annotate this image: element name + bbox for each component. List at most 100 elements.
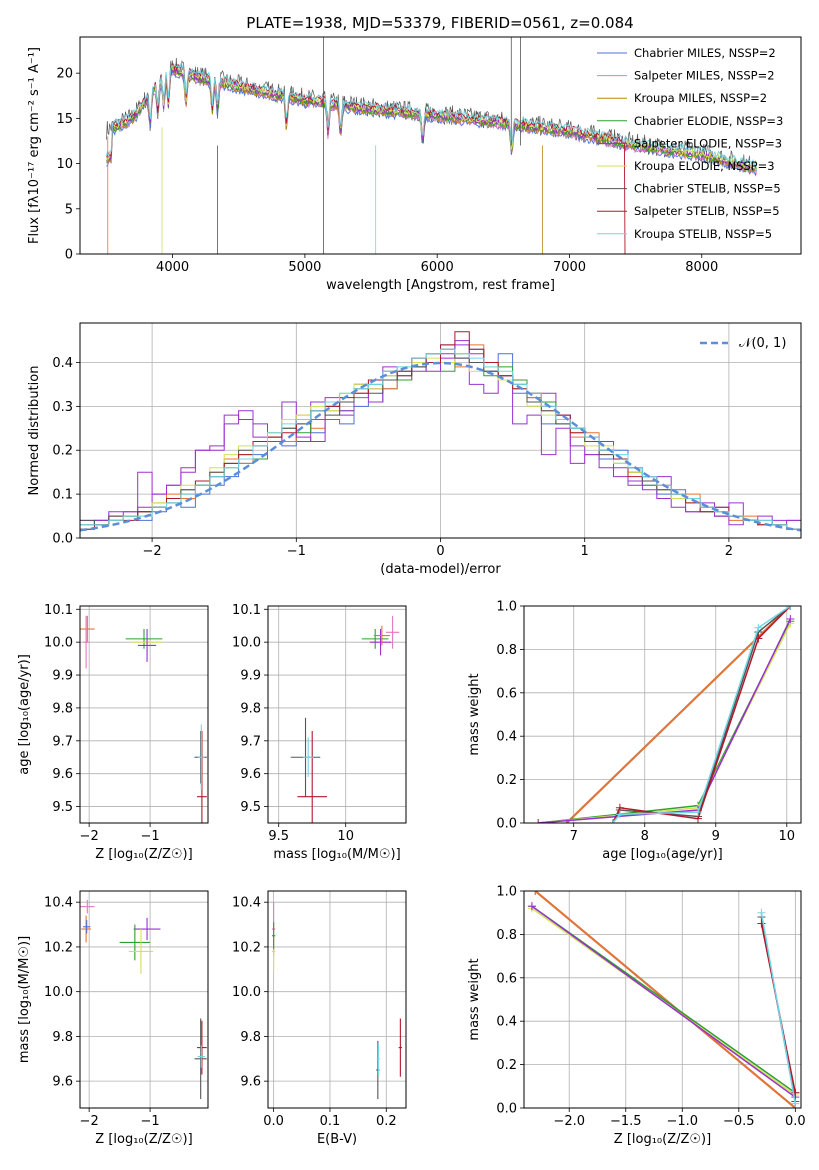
weight-marker [527, 902, 536, 911]
panel-6: 0.0 0.1 0.2 9.6 9.8 10.0 10.2 10.4 E(B-V) [232, 890, 407, 1147]
x-tick-label: −1 [287, 544, 306, 559]
histogram-kroupa_stelib [80, 348, 801, 530]
y-tick-label: 10.0 [44, 985, 73, 1000]
y-tick-label: 9.8 [52, 701, 73, 716]
x-axis-label: wavelength [Angstrom, rest frame] [326, 278, 555, 293]
axes-frame [267, 605, 407, 824]
y-tick-label: 9.9 [240, 669, 261, 684]
y-axis-label: age [log₁₀(age/yr)] [17, 654, 32, 775]
y-tick-label: 0.6 [496, 971, 517, 986]
x-tick-label: 5000 [288, 260, 321, 275]
y-axis-label: Normed distribution [27, 366, 42, 496]
legend-label: Kroupa STELIB, NSSP=5 [634, 227, 772, 241]
plot-area [80, 323, 801, 538]
y-tick-label: 10 [56, 157, 73, 172]
legend-label: Kroupa MILES, NSSP=2 [634, 91, 767, 105]
y-tick-label: 9.8 [52, 1030, 73, 1045]
x-tick-label: 6000 [421, 260, 454, 275]
weight-marker [786, 615, 795, 624]
y-tick-label: 10.1 [44, 603, 73, 618]
y-tick-label: 0.2 [496, 773, 517, 788]
y-tick-label: 10.0 [232, 985, 261, 1000]
y-tick-label: 10.1 [232, 603, 261, 618]
y-tick-label: 0.8 [496, 643, 517, 658]
weight-marker [757, 908, 766, 917]
x-tick-label: 9.5 [268, 829, 289, 844]
plot-area [268, 606, 406, 823]
y-tick-label: 0.2 [52, 444, 73, 459]
axes-frame [523, 605, 802, 824]
weight-marker [608, 819, 617, 823]
y-tick-label: 10.2 [232, 940, 261, 955]
x-tick-label: 9 [712, 829, 720, 844]
x-tick-label: 2 [725, 544, 733, 559]
legend-label: Chabrier ELODIE, NSSP=3 [634, 114, 783, 128]
weight-line-salpeter_stelib [612, 606, 791, 823]
x-tick-label: 8 [641, 829, 649, 844]
x-axis-label: age [log₁₀(age/yr)] [602, 847, 723, 862]
weight-marker [534, 819, 543, 823]
y-tick-label: 10.4 [44, 896, 73, 911]
x-tick-label: 7 [570, 829, 578, 844]
weight-marker [754, 623, 763, 632]
y-tick-label: 10.0 [232, 636, 261, 651]
y-tick-label: 1.0 [496, 600, 517, 615]
x-axis-label: E(B-V) [317, 1132, 357, 1147]
y-tick-label: 9.6 [240, 767, 261, 782]
histogram-salpeter_elodie [80, 344, 801, 526]
y-tick-label: 0.4 [52, 356, 73, 371]
axes-frame [79, 36, 802, 255]
x-tick-label: −1.0 [666, 1114, 698, 1129]
legend-label: 𝒩(0, 1) [739, 336, 786, 351]
y-tick-label: 9.7 [52, 734, 73, 749]
axes-frame [79, 322, 802, 539]
weight-marker [615, 810, 624, 819]
y-tick-label: 9.6 [52, 767, 73, 782]
legend-label: Salpeter STELIB, NSSP=5 [634, 204, 780, 218]
y-tick-label: 0.3 [52, 400, 73, 415]
y-tick-label: 0.2 [496, 1058, 517, 1073]
y-tick-label: 0.8 [496, 928, 517, 943]
page-title: PLATE=1938, MJD=53379, FIBERID=0561, z=0… [246, 14, 633, 32]
x-tick-label: 10 [779, 829, 796, 844]
y-tick-label: 0.4 [496, 1015, 517, 1030]
x-tick-label: −1 [141, 1114, 160, 1129]
y-axis-label: mass [log₁₀(M/M☉)] [17, 936, 32, 1063]
weight-marker [531, 891, 540, 895]
y-tick-label: 20 [56, 67, 73, 82]
weight-marker [757, 919, 766, 928]
panel-5: −2 −1 9.6 9.8 10.0 10.2 10.4 Z [log₁₀(Z/Z☉)] mas… [17, 890, 209, 1147]
y-tick-label: 0.4 [496, 730, 517, 745]
y-tick-label: 9.5 [240, 800, 261, 815]
weight-marker [694, 808, 703, 817]
x-axis-label: mass [log₁₀(M/M☉)] [273, 847, 400, 862]
y-tick-label: 0.0 [496, 1102, 517, 1117]
y-tick-label: 9.9 [52, 669, 73, 684]
y-tick-label: 0.1 [52, 488, 73, 503]
x-tick-label: −0.5 [723, 1114, 755, 1129]
x-axis-label: Z [log₁₀(Z/Z☉)] [614, 1132, 711, 1147]
x-tick-label: 8000 [685, 260, 718, 275]
x-tick-label: −2 [143, 544, 162, 559]
legend-label: Salpeter ELODIE, NSSP=3 [634, 136, 782, 150]
x-tick-label: 10 [337, 829, 354, 844]
plot-area [268, 891, 406, 1108]
panel-1: −2 −1 0 1 2 0.0 0.1 0.2 0.3 0.4 (data-model)/error… [27, 322, 802, 577]
panel-2: −2 −1 9.5 9.6 9.7 9.8 9.9 10.0 10.1 Z [log₁₀(Z/Z☉… [17, 603, 209, 862]
x-tick-label: 0.0 [263, 1114, 284, 1129]
x-tick-label: 1 [581, 544, 589, 559]
weight-line-salpeter_elodie [531, 905, 796, 1098]
y-tick-label: 9.8 [240, 701, 261, 716]
x-tick-label: 0.0 [785, 1114, 806, 1129]
x-axis-label: Z [log₁₀(Z/Z☉)] [95, 1132, 192, 1147]
y-tick-label: 9.6 [52, 1075, 73, 1090]
plot-area [524, 606, 801, 823]
y-tick-label: 9.6 [240, 1075, 261, 1090]
y-tick-label: 9.8 [240, 1030, 261, 1045]
weight-marker [754, 634, 763, 643]
weight-line-kroupa_stelib [760, 912, 797, 1104]
panel-0: 4000 5000 6000 7000 8000 0 5 10 15 20 wavelength [… [27, 36, 802, 293]
panel-4: 7 8 9 10 0.0 0.2 0.4 0.6 0.8 1.0 age [log₁₀(age/yr… [467, 600, 802, 862]
x-tick-label: −1.5 [610, 1114, 642, 1129]
legend-label: Salpeter MILES, NSSP=2 [634, 69, 775, 83]
